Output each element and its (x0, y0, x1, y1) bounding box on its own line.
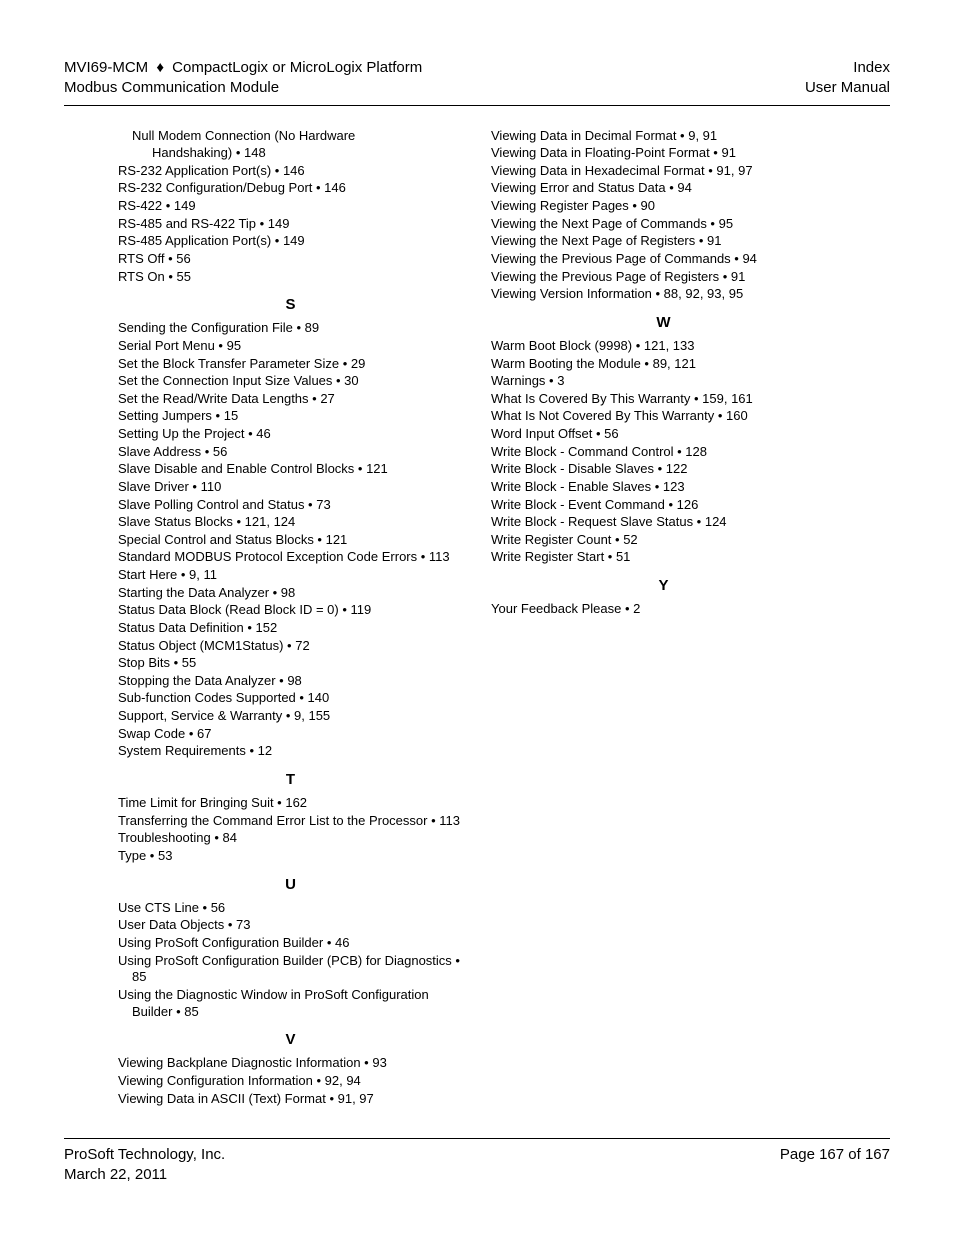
index-entry: Warm Boot Block (9998) • 121, 133 (491, 338, 836, 355)
index-entry: Stopping the Data Analyzer • 98 (118, 673, 463, 690)
index-entry: Swap Code • 67 (118, 726, 463, 743)
index-entry: Time Limit for Bringing Suit • 162 (118, 795, 463, 812)
index-entry: Write Block - Request Slave Status • 124 (491, 514, 836, 531)
page-header: MVI69-MCM ♦ CompactLogix or MicroLogix P… (64, 58, 890, 106)
index-entry: Sending the Configuration File • 89 (118, 320, 463, 337)
header-section: Index (805, 58, 890, 78)
footer-date: March 22, 2011 (64, 1165, 225, 1185)
index-entry: Status Data Block (Read Block ID = 0) • … (118, 602, 463, 619)
index-entry: Use CTS Line • 56 (118, 900, 463, 917)
index-entry: Write Block - Event Command • 126 (491, 497, 836, 514)
index-entry: Slave Disable and Enable Control Blocks … (118, 461, 463, 478)
index-entry: Warm Booting the Module • 89, 121 (491, 356, 836, 373)
index-section-head: W (491, 313, 836, 332)
index-entry: RS-422 • 149 (118, 198, 463, 215)
index-section-head: Y (491, 576, 836, 595)
index-entry: Sub-function Codes Supported • 140 (118, 690, 463, 707)
index-entry: Type • 53 (118, 848, 463, 865)
diamond-icon: ♦ (156, 58, 164, 78)
header-title-line2: Modbus Communication Module (64, 78, 422, 98)
index-entry: Set the Block Transfer Parameter Size • … (118, 356, 463, 373)
index-entry: Serial Port Menu • 95 (118, 338, 463, 355)
index-entry: Using the Diagnostic Window in ProSoft C… (118, 987, 463, 1020)
index-entry: Troubleshooting • 84 (118, 830, 463, 847)
index-entry: Set the Connection Input Size Values • 3… (118, 373, 463, 390)
index-entry: Write Register Start • 51 (491, 549, 836, 566)
header-right: Index User Manual (805, 58, 890, 99)
index-entry: RTS On • 55 (118, 269, 463, 286)
index-entry: Viewing Data in Hexadecimal Format • 91,… (491, 163, 836, 180)
index-entry: What Is Not Covered By This Warranty • 1… (491, 408, 836, 425)
index-entry: RTS Off • 56 (118, 251, 463, 268)
index-entry: Viewing Configuration Information • 92, … (118, 1073, 463, 1090)
header-title-line1: MVI69-MCM ♦ CompactLogix or MicroLogix P… (64, 58, 422, 78)
footer-company: ProSoft Technology, Inc. (64, 1145, 225, 1165)
index-entry: Word Input Offset • 56 (491, 426, 836, 443)
index-body: Null Modem Connection (No HardwareHandsh… (64, 128, 890, 1109)
index-entry: Viewing Data in Decimal Format • 9, 91 (491, 128, 836, 145)
index-entry: Stop Bits • 55 (118, 655, 463, 672)
footer-page-number: Page 167 of 167 (780, 1145, 890, 1186)
index-entry: Slave Status Blocks • 121, 124 (118, 514, 463, 531)
index-entry: Warnings • 3 (491, 373, 836, 390)
index-entry: User Data Objects • 73 (118, 917, 463, 934)
index-entry: Transferring the Command Error List to t… (118, 813, 463, 830)
index-section-head: T (118, 770, 463, 789)
index-entry: Viewing Register Pages • 90 (491, 198, 836, 215)
index-entry: What Is Covered By This Warranty • 159, … (491, 391, 836, 408)
index-entry: Set the Read/Write Data Lengths • 27 (118, 391, 463, 408)
index-entry: RS-485 and RS-422 Tip • 149 (118, 216, 463, 233)
index-entry: RS-232 Configuration/Debug Port • 146 (118, 180, 463, 197)
index-entry: Viewing the Previous Page of Registers •… (491, 269, 836, 286)
footer-left: ProSoft Technology, Inc. March 22, 2011 (64, 1145, 225, 1186)
index-section-head: S (118, 295, 463, 314)
index-entry: Viewing Backplane Diagnostic Information… (118, 1055, 463, 1072)
index-entry: Viewing the Next Page of Registers • 91 (491, 233, 836, 250)
index-entry: Viewing Error and Status Data • 94 (491, 180, 836, 197)
index-entry: Slave Polling Control and Status • 73 (118, 497, 463, 514)
index-entry: Setting Up the Project • 46 (118, 426, 463, 443)
document-page: MVI69-MCM ♦ CompactLogix or MicroLogix P… (0, 0, 954, 1235)
index-entry: Status Data Definition • 152 (118, 620, 463, 637)
index-entry: Write Block - Command Control • 128 (491, 444, 836, 461)
index-entry: System Requirements • 12 (118, 743, 463, 760)
index-entry: Using ProSoft Configuration Builder • 46 (118, 935, 463, 952)
index-entry: Write Block - Enable Slaves • 123 (491, 479, 836, 496)
header-left: MVI69-MCM ♦ CompactLogix or MicroLogix P… (64, 58, 422, 99)
index-entry: Handshaking) • 148 (118, 145, 463, 162)
index-entry: Viewing Data in Floating-Point Format • … (491, 145, 836, 162)
product-code: MVI69-MCM (64, 59, 148, 76)
index-entry: Write Block - Disable Slaves • 122 (491, 461, 836, 478)
index-entry: Viewing Version Information • 88, 92, 93… (491, 286, 836, 303)
page-footer: ProSoft Technology, Inc. March 22, 2011 … (64, 1138, 890, 1186)
index-entry: Viewing Data in ASCII (Text) Format • 91… (118, 1091, 463, 1108)
index-entry: Setting Jumpers • 15 (118, 408, 463, 425)
index-entry: Using ProSoft Configuration Builder (PCB… (118, 953, 463, 986)
index-entry: Support, Service & Warranty • 9, 155 (118, 708, 463, 725)
index-entry: Your Feedback Please • 2 (491, 601, 836, 618)
index-entry: RS-232 Application Port(s) • 146 (118, 163, 463, 180)
index-entry: Starting the Data Analyzer • 98 (118, 585, 463, 602)
index-section-head: V (118, 1030, 463, 1049)
index-entry: Null Modem Connection (No Hardware (118, 128, 463, 145)
index-section-head: U (118, 875, 463, 894)
index-entry: Write Register Count • 52 (491, 532, 836, 549)
index-entry: Standard MODBUS Protocol Exception Code … (118, 549, 463, 566)
index-entry: Slave Driver • 110 (118, 479, 463, 496)
index-entry: RS-485 Application Port(s) • 149 (118, 233, 463, 250)
index-entry: Status Object (MCM1Status) • 72 (118, 638, 463, 655)
index-entry: Start Here • 9, 11 (118, 567, 463, 584)
index-entry: Slave Address • 56 (118, 444, 463, 461)
index-entry: Viewing the Previous Page of Commands • … (491, 251, 836, 268)
index-entry: Viewing the Next Page of Commands • 95 (491, 216, 836, 233)
index-column-left: Null Modem Connection (No HardwareHandsh… (118, 128, 463, 1109)
index-entry: Special Control and Status Blocks • 121 (118, 532, 463, 549)
index-column-right: Viewing Data in Decimal Format • 9, 91Vi… (491, 128, 836, 1109)
header-doc-type: User Manual (805, 78, 890, 98)
platform-name: CompactLogix or MicroLogix Platform (172, 59, 422, 76)
